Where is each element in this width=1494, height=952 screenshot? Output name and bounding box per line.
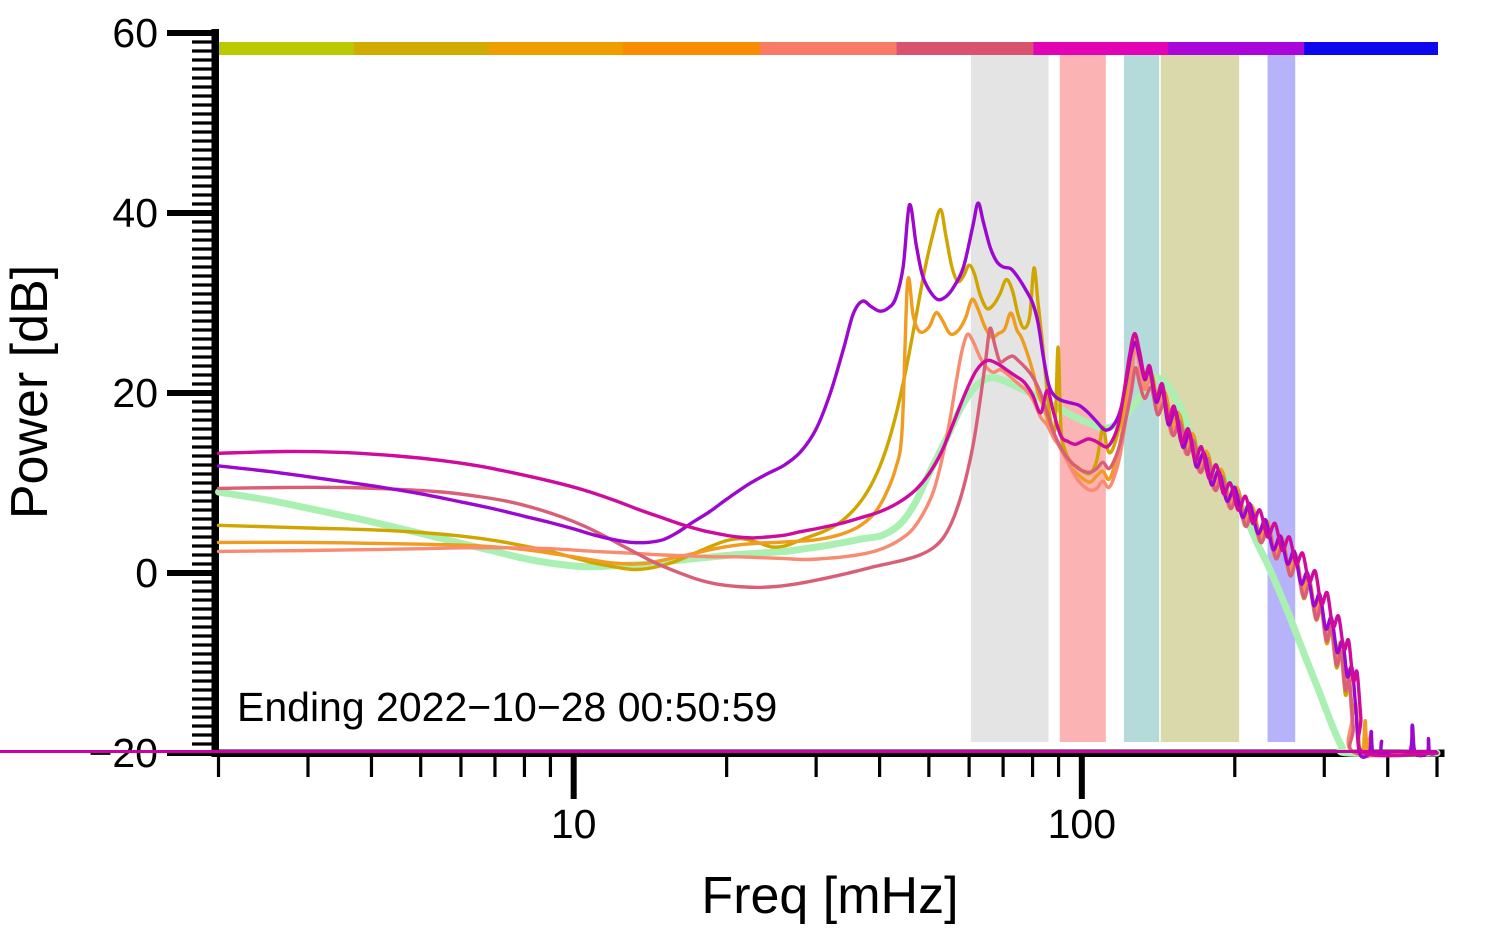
colorbar-segment [1033, 42, 1170, 55]
x-axis-spine [211, 749, 1445, 757]
y-tick-label: 0 [135, 550, 158, 596]
x-axis-title: Freq [mHz] [701, 867, 959, 925]
x-tick-label: 10 [551, 801, 597, 847]
y-axis-title: Power [dB] [1, 264, 59, 520]
colorbar-group [218, 42, 1438, 55]
shaded-band [1059, 53, 1106, 742]
y-tick-label: 20 [112, 370, 158, 416]
colorbar-segment [896, 42, 1035, 55]
colorbar-segment [488, 42, 624, 55]
curve-spectrum-magenta [216, 331, 1439, 758]
colorbar-segment [354, 42, 490, 55]
colorbar-segment [622, 42, 762, 55]
y-tick-label: 60 [112, 10, 158, 56]
curve-spectrum-golden [216, 207, 1439, 757]
y-tick-label: 40 [112, 190, 158, 236]
colorbar-segment [760, 42, 898, 55]
colorbar-segment [218, 42, 356, 55]
shaded-bands-group [970, 53, 1296, 742]
curves-group [0, 201, 1441, 759]
colorbar-segment [1168, 42, 1306, 55]
curve-spectrum-purple [216, 201, 1439, 759]
y-axis-spine [211, 29, 219, 757]
curve-spectrum-rose [216, 326, 1439, 757]
x-tick-label: 100 [1048, 801, 1116, 847]
colorbar-segment [1304, 42, 1438, 55]
ending-time-annotation: Ending 2022−10−28 00:50:59 [237, 684, 778, 730]
shaded-band [1267, 53, 1296, 742]
